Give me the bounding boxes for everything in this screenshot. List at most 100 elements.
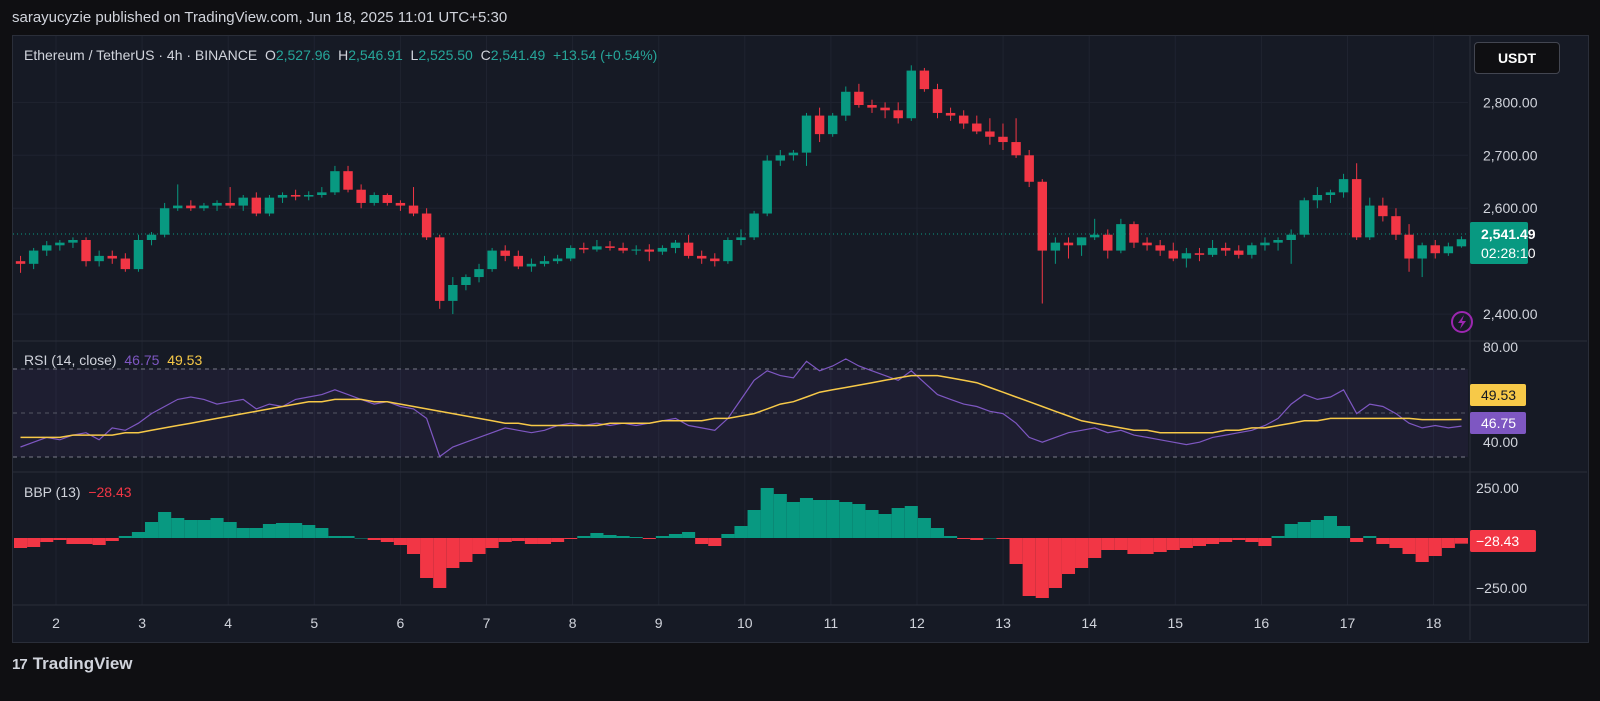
bbp-bar <box>1454 538 1468 544</box>
bbp-group[interactable] <box>14 488 1468 598</box>
candle-body <box>1286 234 1296 240</box>
lightning-icon[interactable] <box>1451 311 1473 333</box>
candle-body <box>369 195 379 203</box>
bbp-bar <box>564 538 578 539</box>
time-tick-label: 6 <box>397 615 405 631</box>
candle-body <box>81 240 91 262</box>
candle-body <box>225 202 235 206</box>
candle-body <box>841 91 851 116</box>
candle-body <box>749 213 759 238</box>
bbp-bar <box>341 536 355 538</box>
candle-body <box>133 240 144 270</box>
price-tick-label: 2,400.00 <box>1483 306 1538 322</box>
bbp-bar <box>1140 538 1154 554</box>
candle-body <box>1076 237 1087 246</box>
time-tick-label: 18 <box>1426 615 1442 631</box>
candle-body <box>670 242 681 248</box>
rsi-legend[interactable]: RSI (14, close) 46.75 49.53 <box>24 352 202 368</box>
bbp-bar <box>524 538 538 544</box>
candle-body <box>998 136 1008 143</box>
rsi-tick-label: 80.00 <box>1483 339 1518 355</box>
bbp-bar <box>826 500 840 538</box>
candle-body <box>1325 192 1336 195</box>
bbp-bar <box>433 538 447 588</box>
bbp-bar <box>1258 538 1272 546</box>
bbp-bar <box>708 538 722 546</box>
bbp-bar <box>66 538 80 544</box>
candle-body <box>513 255 524 267</box>
bbp-bar <box>1415 538 1429 562</box>
bbp-bar <box>537 538 552 544</box>
candle-body <box>395 202 406 206</box>
bbp-legend[interactable]: BBP (13) −28.43 <box>24 484 132 500</box>
candle-body <box>382 195 393 203</box>
close-value: 2,541.49 <box>490 47 546 63</box>
bbp-bar <box>891 508 905 538</box>
candle-body <box>867 105 877 108</box>
bbp-bar <box>1009 538 1023 564</box>
candle-body <box>317 192 327 195</box>
bbp-bar <box>498 538 512 542</box>
time-tick-label: 4 <box>224 615 232 631</box>
rsi-legend-value: 46.75 <box>124 352 160 368</box>
rsi-badge <box>1470 412 1526 434</box>
ohlc-legend[interactable]: Ethereum / TetherUS · 4h · BINANCE O2,52… <box>24 47 657 63</box>
candle-body <box>958 115 969 124</box>
candle-body <box>1378 205 1388 217</box>
bbp-bar <box>1232 538 1246 540</box>
rsi-tick-label: 40.00 <box>1483 434 1518 450</box>
rsi-group[interactable] <box>20 358 1462 458</box>
candle-body <box>28 250 39 264</box>
candles-group[interactable] <box>15 65 1467 315</box>
candle-body <box>1011 142 1021 156</box>
price-axis[interactable]: 2,800.00 2,700.00 2,600.00 2,400.00 80.00 40.… <box>1476 94 1538 596</box>
rsi-ma-badge <box>1470 384 1526 406</box>
candle-body <box>919 70 930 90</box>
bbp-bar <box>105 538 119 541</box>
bbp-bar <box>446 538 460 568</box>
currency-button[interactable]: USDT <box>1474 42 1560 74</box>
candle-body <box>1194 253 1205 255</box>
bbp-bar <box>1337 526 1351 538</box>
candle-body <box>985 131 995 137</box>
bbp-bar <box>1297 522 1311 538</box>
candle-body <box>618 247 628 251</box>
candle-body <box>356 189 366 203</box>
bbp-bar <box>262 524 276 538</box>
bbp-bar <box>1271 536 1285 538</box>
price-badge-bg <box>1476 222 1528 264</box>
candle-body <box>186 205 196 209</box>
tradingview-logo-text: TradingView <box>32 654 133 673</box>
candle-body <box>906 70 917 119</box>
time-tick-label: 12 <box>909 615 925 631</box>
candle-body <box>290 195 301 197</box>
candle-body <box>579 247 589 250</box>
high-value: 2,546.91 <box>348 47 403 63</box>
price-tick-label: 2,800.00 <box>1483 94 1538 110</box>
tradingview-logo[interactable]: 17 TradingView <box>12 654 133 674</box>
bbp-bar <box>1127 538 1141 554</box>
candle-body <box>552 258 563 262</box>
bbp-bar <box>839 502 853 538</box>
bbp-bar <box>223 522 237 538</box>
candle-body <box>775 155 786 161</box>
candle-body <box>1443 246 1454 254</box>
candle-body <box>1260 242 1270 246</box>
chart-panel[interactable] <box>12 35 1589 643</box>
bbp-bar <box>616 536 630 538</box>
high-label: H <box>338 47 349 63</box>
bbp-bar <box>14 538 28 548</box>
bbp-bar <box>813 500 827 538</box>
bbp-legend-value: −28.43 <box>88 484 132 500</box>
rsi-ma-line <box>20 374 1462 439</box>
bbp-bar <box>1114 538 1128 550</box>
candle-body <box>212 202 222 206</box>
candle-body <box>1050 242 1061 251</box>
candle-body <box>1089 234 1100 238</box>
bbp-bar <box>485 538 499 548</box>
bbp-bar <box>1363 536 1377 538</box>
time-axis[interactable]: 2 3 4 5 6 7 8 9 10 11 12 13 14 15 16 17 18 <box>52 615 1441 631</box>
bbp-tick-label: 250.00 <box>1476 480 1519 496</box>
bbp-bar <box>1048 538 1062 588</box>
